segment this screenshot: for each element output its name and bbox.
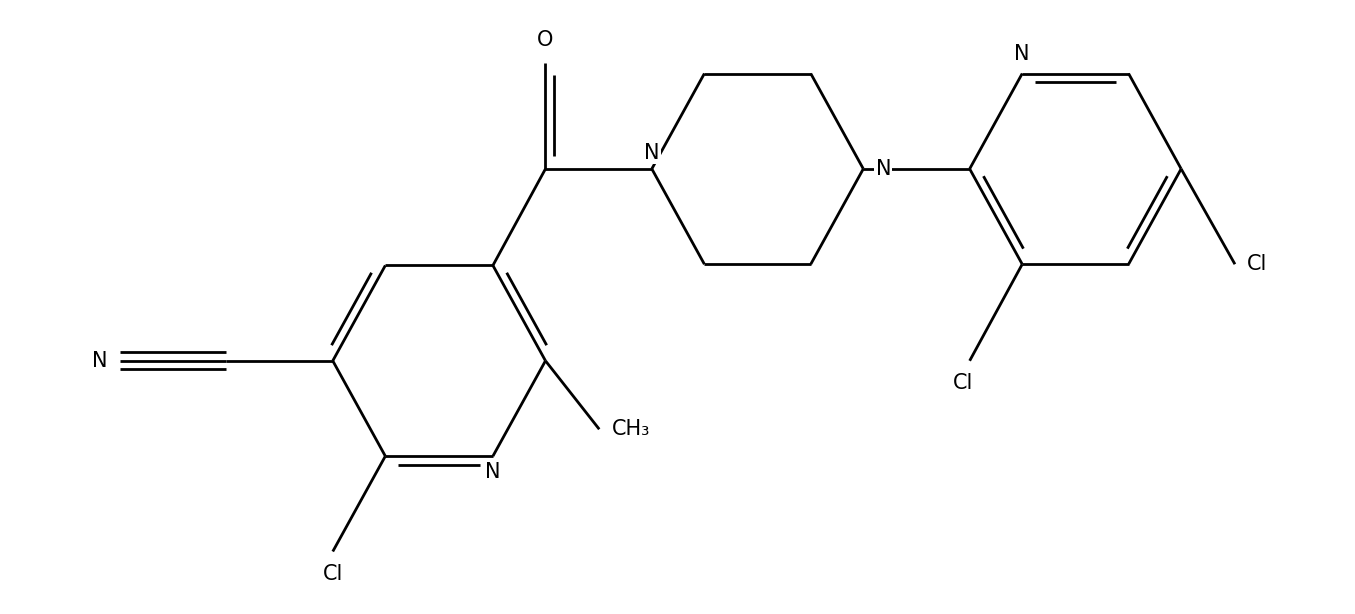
Text: N: N [875,159,892,179]
Text: N: N [1015,44,1030,64]
Text: Cl: Cl [954,373,974,393]
Text: CH₃: CH₃ [611,419,650,439]
Text: Cl: Cl [322,564,343,584]
Text: N: N [485,462,500,482]
Text: O: O [538,30,554,50]
Text: Cl: Cl [1247,254,1267,274]
Text: N: N [644,142,660,163]
Text: N: N [92,351,108,371]
